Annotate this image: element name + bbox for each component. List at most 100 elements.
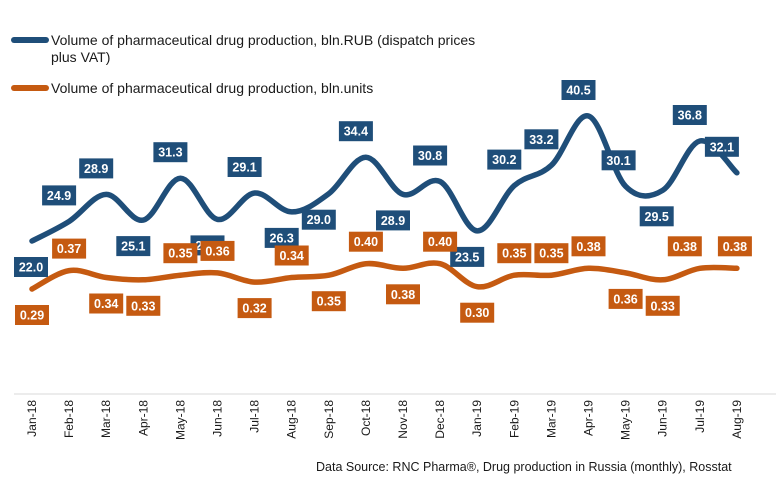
data-label-rub: 36.8 <box>672 105 707 125</box>
data-label-units-box <box>571 236 606 257</box>
x-tick-label: Aug-18 <box>285 400 299 439</box>
data-label-units-text: 0.40 <box>428 235 452 249</box>
data-label-units: 0.38 <box>386 284 420 305</box>
x-tick-label: May-18 <box>173 400 187 440</box>
x-tick-label: Jan-19 <box>470 400 484 437</box>
data-label-rub-text: 34.4 <box>344 125 368 139</box>
data-label-rub-box <box>338 121 373 142</box>
data-label-rub-text: 32.1 <box>710 140 734 154</box>
data-label-units: 0.38 <box>667 236 702 257</box>
data-label-units-box <box>348 231 383 252</box>
data-label-rub: 26.3 <box>264 227 299 248</box>
x-tick-label: Jul-18 <box>248 400 262 433</box>
data-label-rub: 29.1 <box>227 157 262 177</box>
source-note: Data Source: RNC Pharma®, Drug productio… <box>316 460 732 474</box>
data-label-units-box <box>237 298 272 319</box>
data-label-rub-box <box>561 80 596 100</box>
data-label-rub-text: 30.1 <box>606 154 630 168</box>
x-tick-label: Dec-18 <box>433 400 447 439</box>
data-label-rub-text: 25.1 <box>121 240 145 254</box>
x-tick-label: Aug-19 <box>730 400 744 439</box>
data-label-rub-text: 24.9 <box>47 189 71 203</box>
data-label-rub-text: 28.9 <box>381 214 405 228</box>
data-label-rub-box <box>601 150 636 171</box>
data-label-units-box <box>126 295 161 316</box>
x-tick-label: Sep-18 <box>322 400 336 439</box>
series-line-rub <box>29 113 740 244</box>
data-label-rub: 25.1 <box>116 236 151 257</box>
data-label-units-text: 0.34 <box>94 297 118 311</box>
data-label-rub-box <box>704 136 739 157</box>
data-label-units-text: 0.38 <box>391 288 415 302</box>
data-label-rub-box <box>153 142 188 163</box>
data-label-rub: 31.3 <box>153 142 188 163</box>
x-tick-label: Jun-19 <box>656 400 670 437</box>
data-label-units-box <box>717 236 752 257</box>
data-label-rub-box <box>376 210 410 231</box>
data-label-rub-text: 29.5 <box>645 210 669 224</box>
data-label-rub-text: 30.8 <box>418 149 442 163</box>
data-label-rub-box <box>301 209 336 230</box>
data-label-units: 0.35 <box>497 243 532 264</box>
data-label-rub-text: 30.2 <box>492 153 516 167</box>
data-label-units-box <box>497 243 532 264</box>
data-label-rub: 24.9 <box>42 185 77 206</box>
data-label-rub: 33.2 <box>524 129 559 150</box>
data-label-units-text: 0.36 <box>205 244 229 258</box>
data-label-units-box <box>200 240 235 261</box>
data-label-rub-text: 29.1 <box>232 161 256 175</box>
data-label-rub: 34.4 <box>338 121 373 142</box>
data-label-units-box <box>89 293 124 314</box>
x-tick-label: Apr-18 <box>136 400 150 436</box>
data-label-units: 0.37 <box>52 238 87 259</box>
data-labels: 22.024.928.925.131.325.229.126.329.034.4… <box>14 80 752 325</box>
x-axis-ticks: Jan-18 Feb-18 Mar-18 Apr-18 May-18 Jun-18 Jul-… <box>25 400 744 440</box>
data-label-units-text: 0.40 <box>354 235 378 249</box>
data-label-units-text: 0.35 <box>317 295 341 309</box>
data-label-units: 0.33 <box>645 295 680 316</box>
data-label-rub-box <box>227 157 262 177</box>
legend-label-rub: Volume of pharmaceutical drug production… <box>51 32 479 65</box>
data-label-units: 0.40 <box>423 231 458 252</box>
x-tick-label: Mar-18 <box>99 400 113 438</box>
legend-item-units[interactable]: Volume of pharmaceutical drug production… <box>11 80 373 96</box>
x-tick-label: Jul-19 <box>693 400 707 433</box>
data-label-units: 0.38 <box>717 236 752 257</box>
series-line-units <box>29 260 740 292</box>
data-label-rub-text: 22.0 <box>19 261 43 275</box>
data-label-rub: 28.9 <box>79 158 114 179</box>
data-label-rub: 32.1 <box>704 136 739 157</box>
data-label-rub: 30.1 <box>601 150 636 171</box>
data-label-rub: 22.0 <box>14 257 48 277</box>
data-label-rub-text: 33.2 <box>529 133 553 147</box>
data-label-rub-box <box>264 227 299 248</box>
data-label-units: 0.29 <box>15 305 49 325</box>
data-label-rub: 30.2 <box>487 149 522 170</box>
data-label-rub-box <box>672 105 707 125</box>
data-label-rub-box <box>524 129 559 150</box>
data-label-rub-text: 40.5 <box>566 84 590 98</box>
data-label-units-box <box>645 295 680 316</box>
x-tick-label: May-19 <box>619 400 633 440</box>
data-label-units-text: 0.29 <box>20 309 44 323</box>
legend-item-rub[interactable]: Volume of pharmaceutical drug production… <box>11 32 479 65</box>
data-label-rub-box <box>639 206 674 227</box>
data-label-units-text: 0.35 <box>168 247 192 261</box>
x-tick-label: Jun-18 <box>211 400 225 437</box>
data-label-units: 0.34 <box>89 293 124 314</box>
data-label-units: 0.35 <box>163 243 198 264</box>
data-label-rub-box <box>14 257 48 277</box>
x-tick-label: Nov-18 <box>396 400 410 439</box>
data-label-units-box <box>423 231 458 252</box>
data-label-units-text: 0.33 <box>651 299 675 313</box>
data-label-units: 0.33 <box>126 295 161 316</box>
data-label-units-box <box>163 243 198 264</box>
data-label-rub-text: 26.3 <box>270 231 294 245</box>
data-label-units: 0.32 <box>237 298 272 319</box>
data-label-units-text: 0.38 <box>576 240 600 254</box>
data-label-units-box <box>274 245 309 266</box>
data-label-units: 0.35 <box>311 291 346 312</box>
data-label-rub-box <box>79 158 114 179</box>
data-label-units: 0.35 <box>534 243 569 264</box>
data-label-rub-text: 23.5 <box>455 250 479 264</box>
